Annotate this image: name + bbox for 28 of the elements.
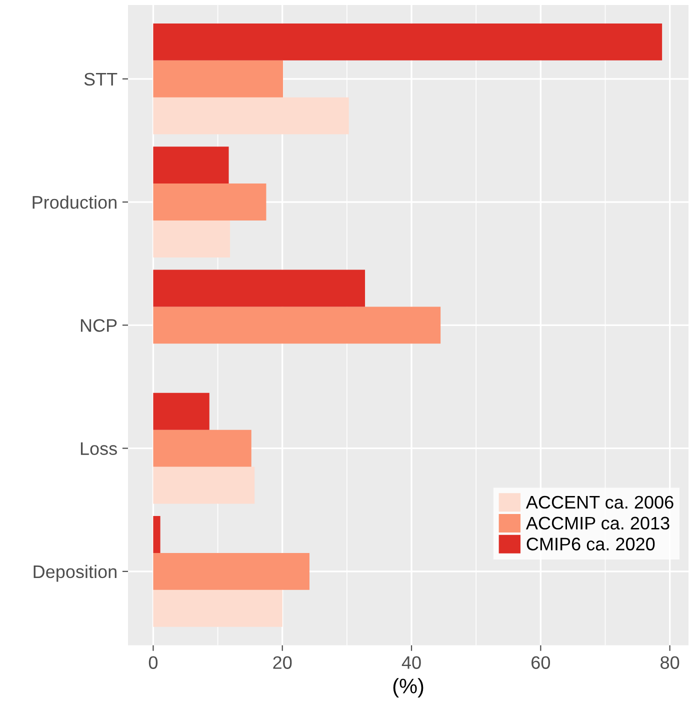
bar — [153, 184, 266, 220]
x-tick-label: 80 — [660, 656, 680, 669]
x-axis-title: (%) — [393, 678, 424, 698]
bar — [153, 306, 441, 344]
x-tick-label: 60 — [532, 656, 550, 669]
legend-label: ACCENT ca. 2006 — [526, 496, 674, 509]
y-tick-label: STT — [84, 72, 118, 86]
bar — [153, 552, 310, 590]
bar — [153, 270, 366, 307]
bar — [153, 466, 255, 504]
bar — [153, 23, 662, 60]
bar — [153, 146, 229, 184]
y-tick-label: Production — [32, 195, 116, 209]
legend-label: CMIP6 ca. 2020 — [526, 538, 655, 550]
bar — [153, 516, 160, 553]
bar — [153, 60, 283, 98]
x-tick-label: 40 — [402, 656, 421, 669]
x-tick-label: 20 — [273, 656, 292, 669]
bar — [153, 392, 210, 430]
y-tick-label: NCP — [80, 319, 117, 332]
bar — [153, 590, 282, 627]
y-tick-label: Loss — [80, 442, 117, 456]
bar — [153, 430, 252, 467]
legend-label: ACCMIP ca. 2013 — [526, 516, 670, 530]
bar — [153, 97, 349, 134]
y-tick-label: Deposition — [34, 564, 116, 582]
bar — [153, 220, 230, 258]
x-tick-label: 0 — [148, 656, 158, 669]
